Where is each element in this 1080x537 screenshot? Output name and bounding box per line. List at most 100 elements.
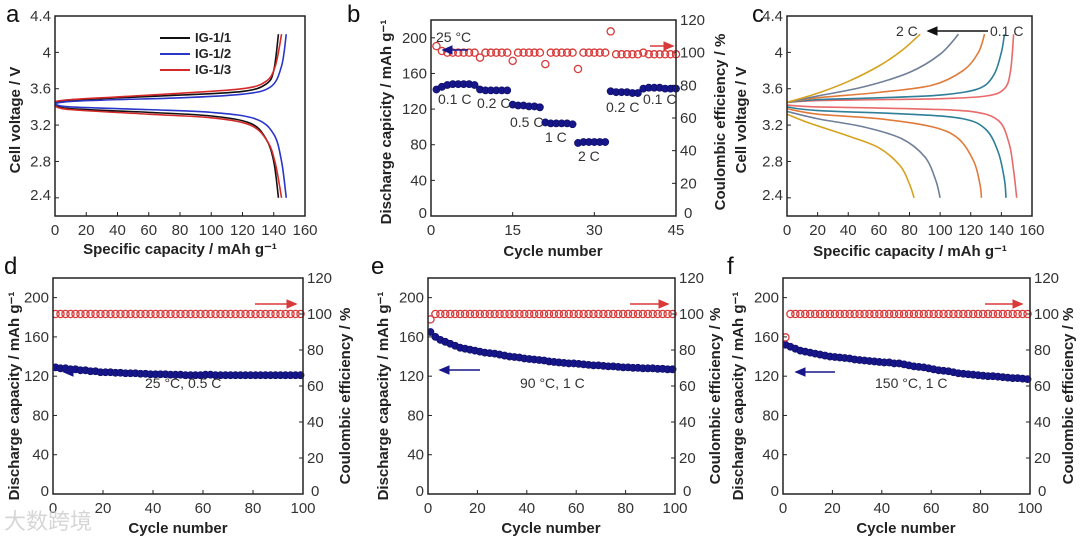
x-tick-label: 0 — [779, 500, 787, 517]
y-right-tick-label: 20 — [307, 450, 324, 467]
ce-point — [453, 48, 463, 57]
ce-point — [226, 309, 235, 319]
x-tick-label: 0 — [424, 500, 432, 517]
panel-f: f0 20 40 60 80 100040801201602000204060801001… — [727, 253, 1077, 537]
ce-point — [121, 309, 130, 319]
ce-point — [639, 48, 648, 57]
ce-point — [569, 309, 578, 319]
ce-point — [899, 309, 909, 319]
ce-point — [480, 309, 490, 319]
x-tick-label: 20 — [78, 222, 95, 239]
ce-point — [216, 309, 225, 319]
y-tick-label: 160 — [399, 329, 424, 346]
ce-point — [520, 309, 529, 319]
x-tick-label: 160 — [1019, 222, 1044, 239]
y-right-tick-label: 40 — [679, 414, 696, 431]
series-0-5-c — [787, 33, 986, 198]
x-tick-label: 60 — [568, 500, 585, 517]
y-tick-label: 200 — [754, 290, 779, 307]
ce-point — [655, 50, 664, 59]
ce-point — [492, 48, 501, 57]
discharge-curve — [787, 110, 941, 199]
ce-point — [101, 309, 110, 319]
ce-point — [584, 309, 593, 319]
ce-point — [221, 309, 230, 319]
ce-point — [211, 309, 220, 319]
legend-label: IG-1/2 — [195, 46, 231, 61]
ce-point — [281, 309, 290, 319]
discharge-curve — [55, 105, 283, 198]
x-tick-label: 100 — [1017, 500, 1042, 517]
x-tick-label: 20 — [824, 500, 841, 517]
ce-point — [541, 59, 550, 69]
ce-point — [600, 48, 610, 57]
series-discharge-capacity — [432, 80, 680, 147]
y-right-tick-label: 80 — [307, 342, 324, 359]
y-tick-label: 80 — [762, 407, 779, 424]
discharge-curve — [55, 103, 288, 198]
annotation: 2 C — [578, 148, 600, 164]
ce-point — [557, 48, 566, 57]
ce-point — [1018, 309, 1027, 319]
x-axis-label: Specific capacity / mAh g⁻¹ — [83, 241, 277, 258]
ce-point — [594, 309, 603, 319]
y-tick-label: 3.2 — [762, 117, 783, 134]
series-ig-1-3 — [55, 34, 283, 198]
x-tick-label: 140 — [261, 222, 286, 239]
ce-point — [181, 309, 190, 319]
y-right-tick-label: 120 — [679, 270, 704, 287]
y-tick-label: 2.4 — [762, 187, 783, 204]
x-tick-label: 120 — [230, 222, 255, 239]
ce-point — [638, 309, 648, 319]
ce-point — [502, 48, 512, 57]
ce-point — [845, 309, 854, 319]
ce-point — [485, 309, 494, 319]
x-tick-label: 100 — [199, 222, 224, 239]
ce-point — [830, 309, 840, 319]
panel-letter: d — [4, 253, 17, 280]
ce-point — [810, 309, 820, 319]
y-right-tick-label: 80 — [679, 342, 696, 359]
x-tick-label: 60 — [140, 222, 157, 239]
ce-point — [959, 309, 968, 319]
y-axis-label: Discharge capacity / mAh g⁻¹ — [6, 292, 23, 501]
discharge-point — [633, 89, 642, 97]
ce-point — [136, 309, 145, 319]
x-tick-label: 40 — [840, 222, 857, 239]
x-tick-label: 30 — [586, 222, 603, 239]
ce-point — [875, 309, 884, 319]
ce-point — [815, 309, 825, 319]
ce-point — [964, 309, 973, 319]
y-right-tick-label: 100 — [1034, 306, 1059, 323]
y-right-axis-label: Coulombic efficiency / % — [707, 308, 724, 485]
charge-curve — [55, 34, 283, 103]
ce-point — [929, 309, 938, 319]
ce-point — [820, 309, 830, 319]
y-tick-label: 2.8 — [30, 153, 51, 170]
panel-letter: f — [727, 253, 734, 280]
ce-point — [56, 309, 65, 319]
y-axis-label: Discharge capicity / mAh g⁻¹ — [378, 20, 395, 225]
ce-point — [939, 309, 948, 319]
y-right-tick-label: 60 — [679, 378, 696, 395]
legend-label: IG-1/1 — [195, 30, 231, 45]
ce-point — [889, 309, 899, 319]
x-tick-label: 80 — [172, 222, 189, 239]
ce-point — [993, 309, 1003, 319]
ce-point — [870, 309, 879, 319]
series-discharge-capacity — [783, 340, 1032, 384]
y-tick-label: 200 — [402, 30, 427, 47]
ce-point — [546, 48, 556, 57]
discharge-point — [503, 86, 512, 95]
ce-point — [191, 309, 200, 319]
ce-point — [850, 309, 859, 319]
series-0-2-c — [787, 34, 1007, 198]
annotation: 0.1 C — [438, 91, 471, 107]
ce-point — [1013, 309, 1022, 319]
ce-point — [428, 315, 435, 324]
ce-point — [554, 309, 564, 319]
y-tick-label: 3.6 — [30, 81, 51, 98]
panel-letter: e — [371, 253, 384, 280]
discharge-curve — [787, 106, 1007, 198]
ce-point — [166, 309, 175, 319]
